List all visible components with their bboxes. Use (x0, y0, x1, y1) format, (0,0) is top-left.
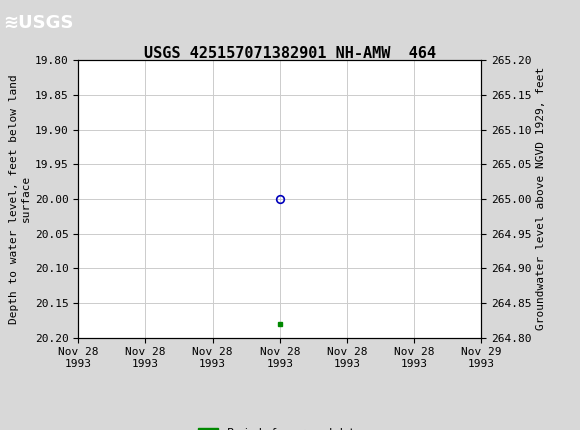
Y-axis label: Groundwater level above NGVD 1929, feet: Groundwater level above NGVD 1929, feet (536, 67, 546, 331)
Text: ≋USGS: ≋USGS (3, 14, 74, 31)
Y-axis label: Depth to water level, feet below land
surface: Depth to water level, feet below land su… (9, 74, 31, 324)
Text: USGS 425157071382901 NH-AMW  464: USGS 425157071382901 NH-AMW 464 (144, 46, 436, 61)
Legend: Period of approved data: Period of approved data (194, 424, 366, 430)
